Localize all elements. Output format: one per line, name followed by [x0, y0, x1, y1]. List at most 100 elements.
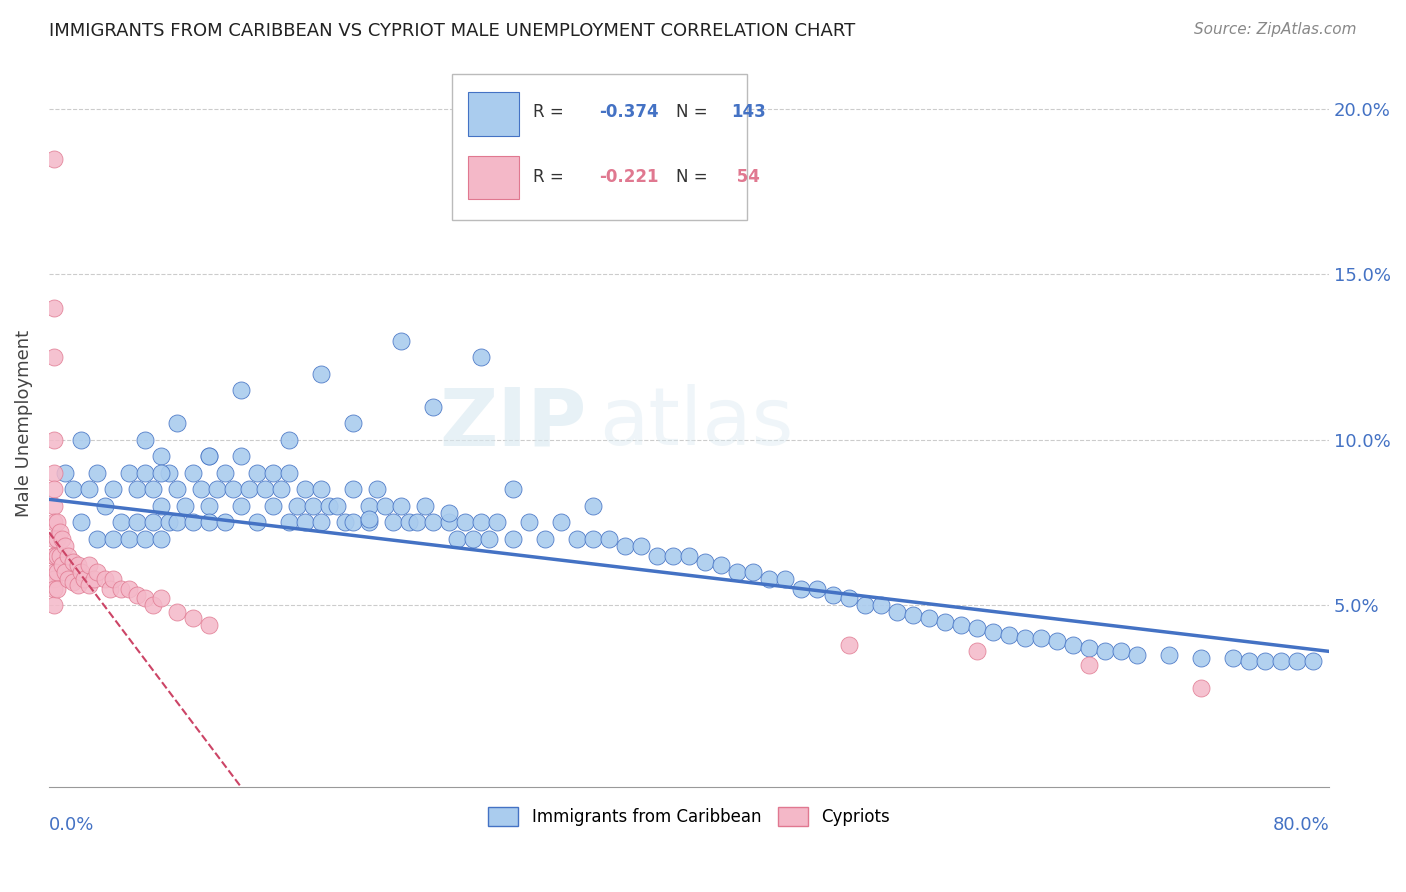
Point — [950, 618, 973, 632]
Point — [1014, 631, 1036, 645]
Point — [725, 565, 748, 579]
Point — [42, 301, 65, 315]
Point — [118, 532, 141, 546]
Point — [46, 549, 69, 563]
Point — [142, 483, 165, 497]
Point — [118, 582, 141, 596]
Point — [77, 483, 100, 497]
Point — [326, 499, 349, 513]
Point — [502, 532, 524, 546]
Point — [710, 558, 733, 573]
Point — [49, 525, 72, 540]
Point — [166, 605, 188, 619]
Point — [101, 483, 124, 497]
Y-axis label: Male Unemployment: Male Unemployment — [15, 330, 32, 516]
Point — [333, 516, 356, 530]
Point — [134, 532, 156, 546]
Point — [486, 516, 509, 530]
Point — [42, 582, 65, 596]
Point — [742, 565, 765, 579]
Point — [437, 506, 460, 520]
Point — [565, 532, 588, 546]
Point — [309, 367, 332, 381]
Point — [1062, 638, 1084, 652]
Point — [998, 628, 1021, 642]
Point — [853, 598, 876, 612]
Point — [42, 572, 65, 586]
Point — [478, 532, 501, 546]
Point — [42, 466, 65, 480]
Point — [98, 582, 121, 596]
Point — [166, 516, 188, 530]
Point — [125, 588, 148, 602]
Point — [110, 516, 132, 530]
Point — [62, 555, 84, 569]
Point — [253, 483, 276, 497]
Point — [342, 417, 364, 431]
Point — [46, 532, 69, 546]
Point — [86, 565, 108, 579]
Point — [42, 598, 65, 612]
Point — [181, 516, 204, 530]
Point — [190, 483, 212, 497]
Point — [149, 591, 172, 606]
FancyBboxPatch shape — [453, 74, 747, 219]
Point — [94, 499, 117, 513]
Point — [134, 466, 156, 480]
Point — [134, 433, 156, 447]
Text: 143: 143 — [731, 103, 766, 121]
Text: IMMIGRANTS FROM CARIBBEAN VS CYPRIOT MALE UNEMPLOYMENT CORRELATION CHART: IMMIGRANTS FROM CARIBBEAN VS CYPRIOT MAL… — [49, 22, 855, 40]
Point — [42, 549, 65, 563]
Point — [142, 516, 165, 530]
Point — [205, 483, 228, 497]
Point — [389, 334, 412, 348]
Point — [366, 483, 388, 497]
Point — [142, 598, 165, 612]
Point — [693, 555, 716, 569]
Point — [46, 582, 69, 596]
Point — [262, 499, 284, 513]
Point — [149, 499, 172, 513]
Point — [110, 582, 132, 596]
Text: N =: N = — [676, 169, 713, 186]
Point — [198, 450, 221, 464]
Point — [83, 572, 105, 586]
Point — [1286, 654, 1309, 668]
Point — [181, 466, 204, 480]
Point — [174, 499, 197, 513]
Point — [1189, 681, 1212, 695]
Point — [1109, 644, 1132, 658]
Point — [101, 572, 124, 586]
Text: 54: 54 — [731, 169, 761, 186]
Point — [198, 516, 221, 530]
FancyBboxPatch shape — [468, 93, 519, 136]
Point — [149, 466, 172, 480]
Point — [46, 516, 69, 530]
Point — [262, 466, 284, 480]
Point — [838, 591, 860, 606]
Text: R =: R = — [533, 103, 569, 121]
Point — [422, 400, 444, 414]
Point — [406, 516, 429, 530]
Point — [413, 499, 436, 513]
Point — [454, 516, 477, 530]
Point — [157, 466, 180, 480]
Point — [42, 152, 65, 166]
Point — [62, 574, 84, 589]
Point — [446, 532, 468, 546]
Point — [582, 532, 605, 546]
Point — [42, 350, 65, 364]
Point — [86, 532, 108, 546]
Point — [1254, 654, 1277, 668]
Point — [42, 549, 65, 563]
Point — [270, 483, 292, 497]
Point — [70, 516, 93, 530]
Point — [966, 644, 988, 658]
Point — [157, 516, 180, 530]
Point — [1078, 657, 1101, 672]
Point — [534, 532, 557, 546]
Point — [86, 466, 108, 480]
Point — [806, 582, 828, 596]
Point — [382, 516, 405, 530]
Point — [66, 558, 89, 573]
